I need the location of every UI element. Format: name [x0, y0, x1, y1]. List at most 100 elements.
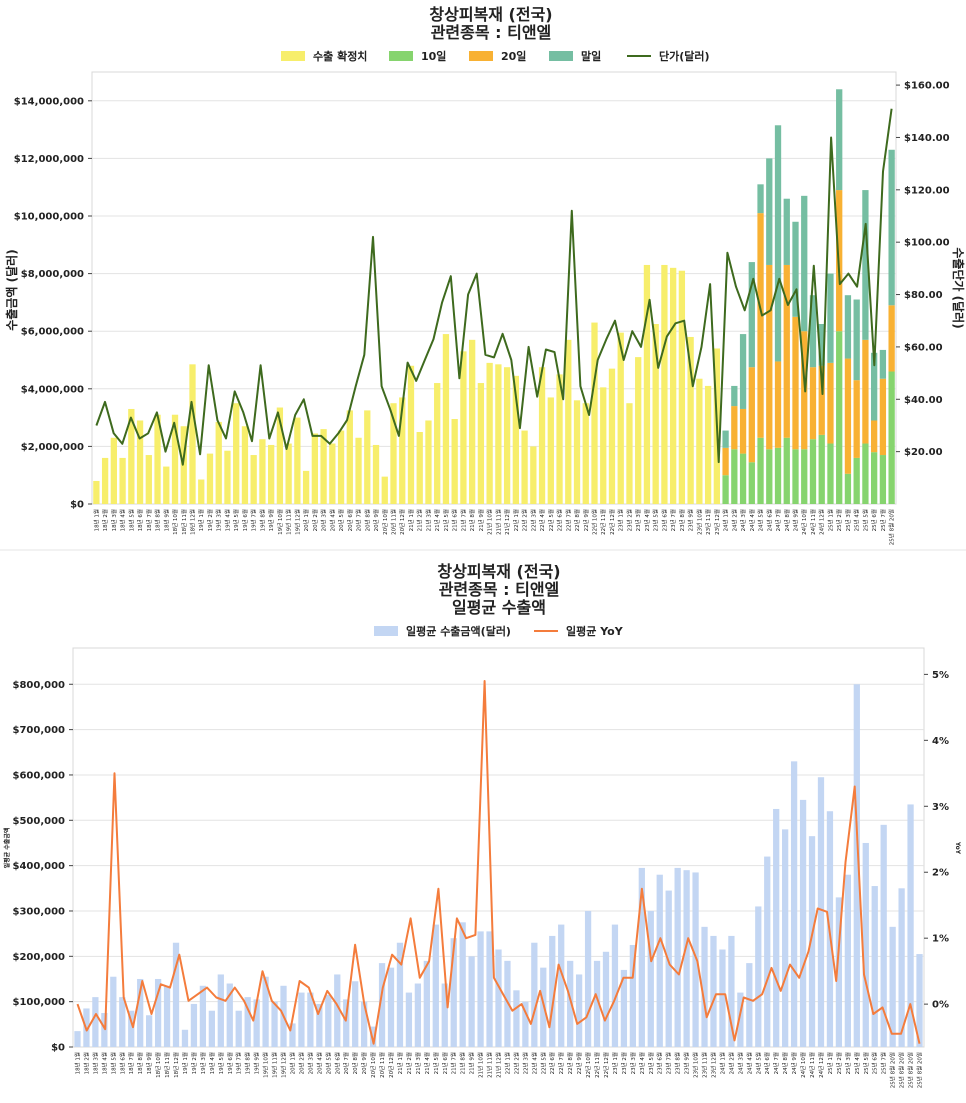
chart2-xtick-label: 23년 6월	[656, 1052, 664, 1074]
chart1-y2tick-label: $140.00	[904, 133, 950, 144]
chart1-bar-end	[836, 89, 843, 191]
chart2-bar	[755, 906, 762, 1047]
chart2-bar	[808, 836, 816, 1047]
chart1-xtick-label: 20년 1월	[302, 509, 310, 531]
chart2-legend-swatch	[374, 626, 398, 636]
chart1-xtick-label: 24년 1월	[722, 509, 730, 531]
chart1-xtick-label: 24년 6월	[765, 509, 773, 531]
chart1-bar-10	[783, 437, 790, 504]
chart2-xtick-label: 25년 2월	[835, 1052, 843, 1074]
chart1-xtick-label: 19년 8월	[258, 509, 266, 531]
chart1-xtick-label: 21년 5월	[442, 509, 450, 531]
chart1-xtick-label: 25년 6월	[870, 509, 878, 531]
chart1-ytick-label: $12,000,000	[14, 154, 84, 165]
chart2-xtick-label: 19년 12월	[280, 1052, 288, 1078]
chart2-bar	[423, 960, 430, 1047]
chart1-xtick-label: 23년 10월	[695, 509, 703, 535]
chart1-xtick-label: 21년 6월	[451, 509, 459, 531]
chart2-xtick-label: 23년 12월	[710, 1052, 718, 1078]
chart2-bar	[414, 983, 422, 1047]
chart1-legend-label: 수출 확정치	[313, 49, 367, 63]
chart1-xtick-label: 21년 4월	[433, 509, 441, 531]
chart2-bar	[253, 999, 260, 1047]
chart2-xtick-label: 23년 3월	[629, 1052, 637, 1074]
chart2-legend-label: 일평균 YoY	[566, 624, 624, 638]
chart1-bar-20	[879, 378, 887, 456]
chart1-bar-confirmed	[259, 439, 266, 504]
chart1-bar-end	[888, 149, 895, 306]
chart2-bar	[584, 910, 592, 1047]
chart2-bar	[575, 974, 583, 1047]
chart2-bar	[226, 983, 233, 1047]
chart1-bar-confirmed	[136, 420, 144, 504]
chart2-bar	[92, 997, 99, 1047]
chart1-bar-10	[748, 462, 755, 504]
chart1-bar-end	[748, 262, 755, 368]
chart1-bar-10	[818, 434, 825, 504]
chart2-ticks: $0 $100,000 $200,000 $300,000 $400,000 $500,0…	[12, 670, 949, 1054]
chart2-bar	[862, 842, 869, 1047]
chart1-bar-end	[862, 190, 869, 340]
chart1-xtick-label: 25년 5월	[861, 509, 869, 531]
chart2-xtick-label: 25년 8월 20일	[916, 1052, 924, 1088]
chart1-bar-confirmed	[643, 264, 651, 504]
chart2-title: 창상피복재 (전국)	[437, 562, 560, 581]
chart1-bar-confirmed	[442, 334, 450, 504]
chart1-bar-confirmed	[451, 419, 458, 504]
chart1-xtick-label: 23년 1월	[617, 509, 625, 531]
chart1-xtick-label: 19년 11월	[285, 509, 293, 535]
chart2-bar	[916, 954, 923, 1047]
chart2-bar	[289, 1023, 296, 1047]
chart1-xtick-label: 20년 2월	[311, 509, 319, 531]
chart1-xtick-label: 25년 4월	[853, 509, 861, 531]
chart1-bar-10	[792, 449, 799, 504]
chart2-bar	[853, 684, 860, 1047]
chart2-xtick-label: 22년 10월	[584, 1052, 592, 1078]
chart1-bar-confirmed	[591, 322, 598, 504]
chart2-bar	[773, 808, 780, 1047]
chart1-xtick-label: 22년 11월	[599, 509, 607, 535]
chart1-bar-confirmed	[302, 470, 310, 504]
chart1-xtick-label: 22년 9월	[582, 509, 590, 531]
chart1-ytick-label: $14,000,000	[14, 96, 84, 107]
chart1-xtick-label: 21년 7월	[459, 509, 467, 531]
chart2-bar	[235, 1010, 242, 1047]
chart1-xtick-label: 19년 6월	[241, 509, 249, 531]
chart2-xtick-label: 22년 5월	[539, 1052, 547, 1074]
chart1-bar-confirmed	[224, 450, 231, 504]
chart1-bar-confirmed	[171, 414, 179, 504]
chart2-xtick-label: 25년 4월	[853, 1052, 861, 1074]
chart2-bar	[567, 960, 574, 1047]
chart1-bar-confirmed	[119, 457, 126, 504]
chart1-xtick-label: 19년 1월	[197, 509, 205, 531]
chart1-bar-20	[774, 361, 782, 448]
chart1-xtick-label: 25년 3월	[844, 509, 852, 531]
chart1-xtick-label: 23년 11월	[704, 509, 712, 535]
chart1-xtick-label: 18년 3월	[110, 509, 118, 531]
chart2-ylabel: 일평균 수출금액	[3, 828, 11, 869]
chart2-bar	[656, 874, 663, 1047]
chart1-xtick-label: 20년 3월	[320, 509, 328, 531]
chart1-legend-swatch	[469, 51, 493, 61]
chart2-xtick-label: 23년 1월	[611, 1052, 619, 1074]
chart1-bar-20	[827, 362, 834, 444]
chart1-xtick-label: 20년 4월	[328, 509, 336, 531]
chart2-xtick-label: 22년 9월	[575, 1052, 583, 1074]
chart2-xtick-label: 24년 1월	[718, 1052, 726, 1074]
chart2-xtick-label: 24년 11월	[808, 1052, 816, 1078]
chart1-xtick-label: 22년 6월	[556, 509, 564, 531]
chart2-bar	[477, 931, 484, 1047]
chart2-bar	[611, 924, 619, 1047]
chart1-bar-confirmed	[241, 426, 249, 504]
chart1-xtick-label: 22년 5월	[547, 509, 555, 531]
chart2-bar	[719, 949, 726, 1047]
chart2-bar	[486, 931, 493, 1047]
chart2-grid	[73, 683, 924, 1003]
chart1-xtick-label: 21년 12월	[503, 509, 511, 535]
chart1-xtick-label: 19년 12월	[293, 509, 301, 535]
chart2-xtick-label: 19년 3월	[199, 1052, 207, 1074]
chart2-xtick-label: 19년 2월	[190, 1052, 198, 1074]
chart1-bar-confirmed	[678, 270, 686, 504]
chart1-ytick-label: $0	[70, 500, 84, 511]
chart1-bar-confirmed	[556, 374, 563, 504]
